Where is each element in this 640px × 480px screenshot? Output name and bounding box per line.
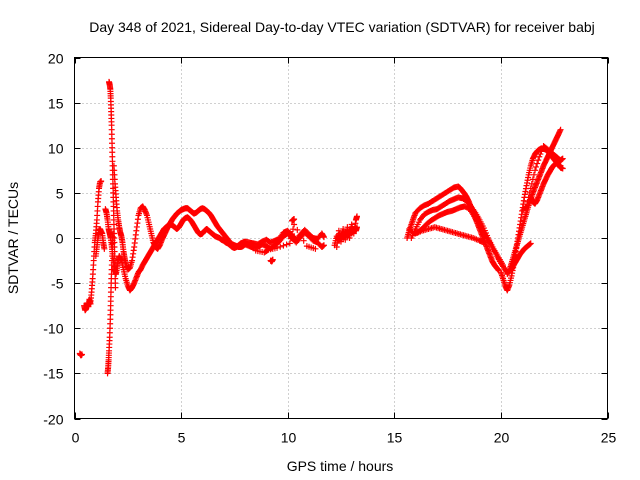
series-s23 (508, 240, 534, 273)
data-point (528, 180, 535, 187)
series-s7 (110, 162, 210, 273)
data-point (559, 155, 566, 162)
data-point (264, 247, 271, 254)
series-s25 (519, 142, 566, 214)
data-point (98, 178, 105, 185)
y-axis-title: SDTVAR / TECUs (5, 182, 21, 294)
chart-title: Day 348 of 2021, Sidereal Day-to-day VTE… (89, 19, 595, 35)
data-point (522, 204, 529, 211)
data-point (297, 232, 304, 239)
data-point (500, 262, 507, 269)
series-s20 (412, 224, 487, 246)
data-point (527, 185, 534, 192)
data-point (480, 239, 487, 246)
data-point (312, 245, 319, 252)
data-point (538, 148, 545, 155)
x-axis: 0 5 10 15 20 25 (72, 57, 617, 446)
data-point (526, 189, 533, 196)
y-tick-label: 0 (56, 231, 64, 247)
data-point (523, 203, 530, 210)
x-tick-label: 15 (387, 430, 403, 446)
data-point (534, 160, 541, 167)
data-points (76, 78, 566, 377)
series-s3 (92, 225, 108, 260)
x-tick-label: 0 (72, 430, 80, 446)
data-point (101, 245, 108, 252)
data-point (291, 216, 298, 223)
y-tick-label: 20 (48, 51, 64, 67)
y-axis: -20 -15 -10 -5 0 5 10 15 20 (43, 51, 608, 428)
x-tick-label: 25 (601, 430, 617, 446)
y-tick-label: -10 (43, 321, 63, 337)
data-point (557, 162, 564, 169)
data-point (269, 256, 276, 263)
data-point (525, 194, 532, 201)
series-s1 (76, 350, 85, 359)
data-point (524, 198, 531, 205)
series-s12 (252, 221, 319, 256)
series-s16 (333, 213, 360, 251)
data-point (294, 226, 301, 233)
data-point (300, 237, 307, 244)
data-point (290, 226, 297, 233)
series-s24 (527, 160, 564, 207)
x-tick-label: 5 (178, 430, 186, 446)
x-axis-title: GPS time / hours (287, 458, 394, 474)
data-point (530, 171, 537, 178)
data-point (283, 241, 290, 248)
y-tick-label: -20 (43, 412, 63, 428)
data-point (537, 151, 544, 158)
series-s14 (288, 216, 298, 224)
data-point (320, 234, 327, 241)
data-point (286, 240, 293, 247)
data-point (557, 126, 564, 133)
data-point (353, 213, 360, 220)
data-point (527, 240, 534, 247)
x-tick-label: 20 (494, 430, 510, 446)
data-point (277, 243, 284, 250)
y-tick-label: -15 (43, 366, 63, 382)
data-point (288, 230, 295, 237)
data-point (109, 230, 116, 237)
y-tick-label: -5 (51, 276, 64, 292)
data-point (535, 157, 542, 164)
plot-frame (74, 57, 608, 419)
y-tick-label: 5 (56, 186, 64, 202)
series-s2 (81, 178, 105, 314)
data-point (78, 351, 85, 358)
data-point (287, 235, 294, 242)
data-point (274, 244, 281, 251)
x-tick-label: 10 (281, 430, 297, 446)
y-tick-label: 10 (48, 141, 64, 157)
y-tick-label: 15 (48, 96, 64, 112)
series-s13 (267, 256, 276, 265)
data-point (320, 242, 327, 249)
series-s6 (104, 230, 116, 377)
data-point (532, 167, 539, 174)
data-point (529, 176, 536, 183)
data-point (280, 242, 287, 249)
data-point (533, 163, 540, 170)
data-point (536, 153, 543, 160)
